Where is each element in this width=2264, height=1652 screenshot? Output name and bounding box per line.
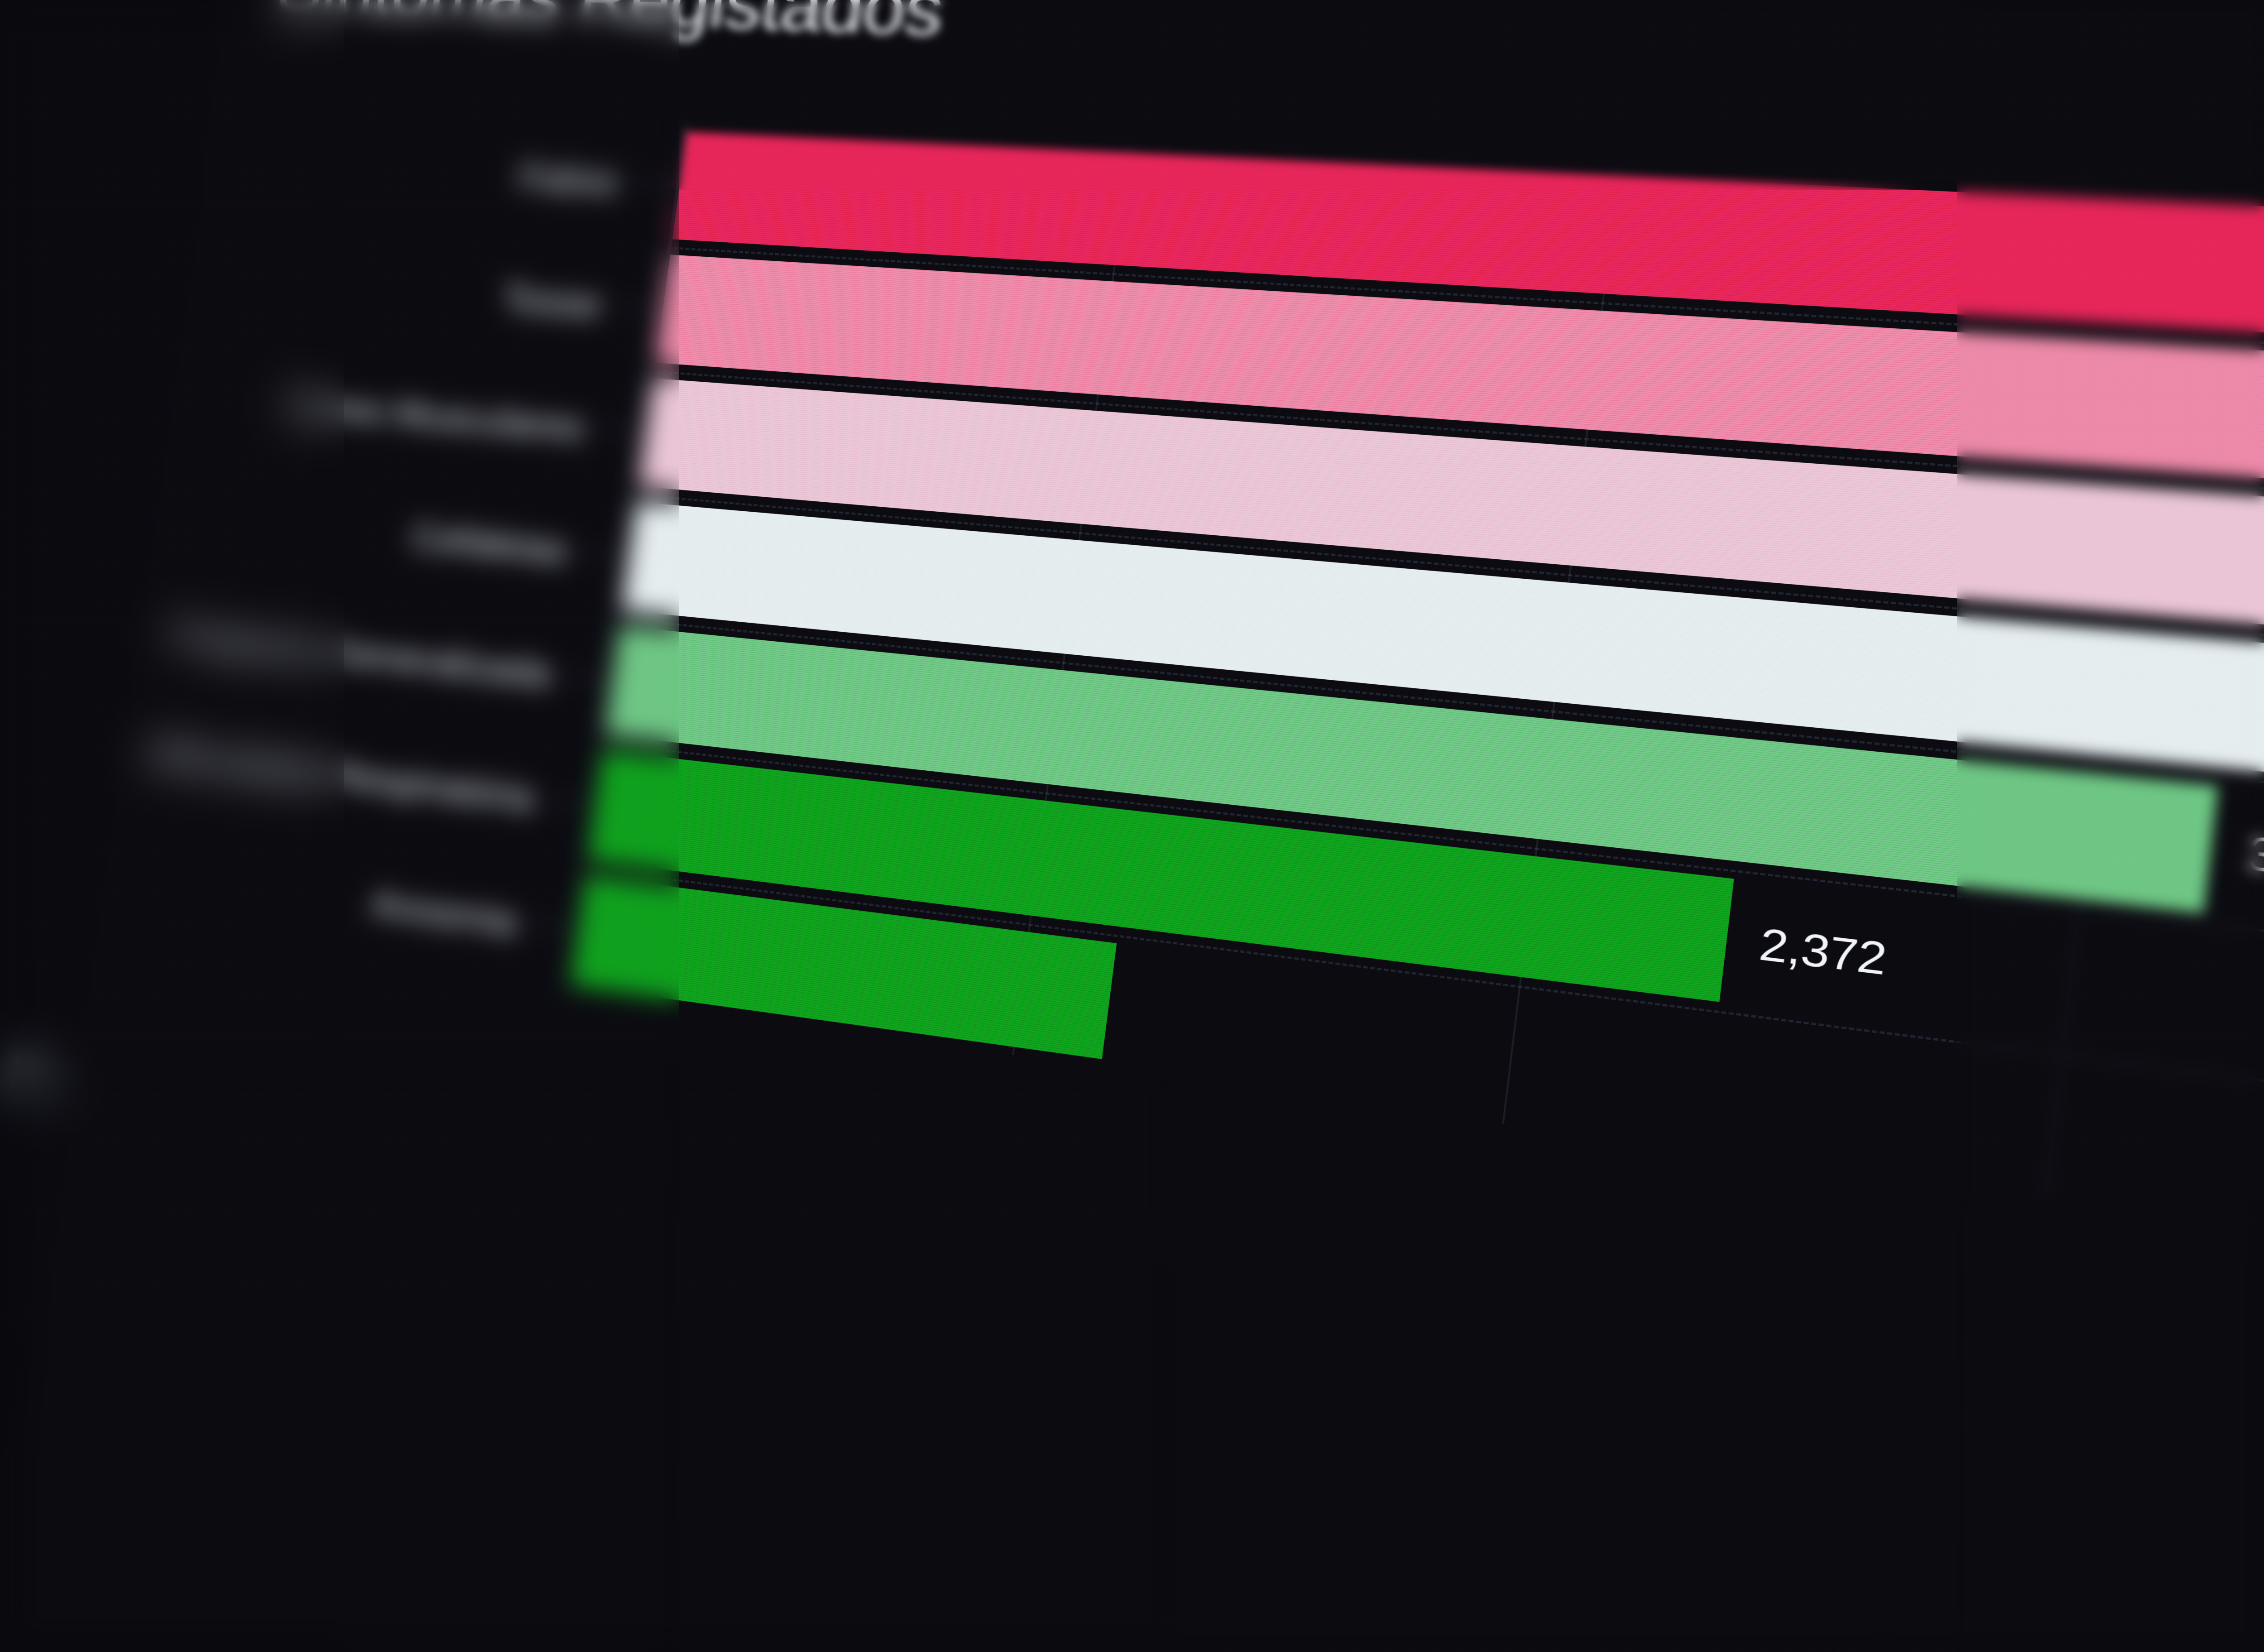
category-label: Anosmia [369, 881, 520, 944]
axis-tick [532, 923, 571, 931]
monitor: nados Gaia bon [0, 0, 2264, 1652]
sidebar-item-4[interactable] [0, 280, 127, 370]
bar-value-label: 3,210 [2244, 826, 2264, 896]
bar-chart: Febre4,280Tosse4,094Dores Musculares4,32… [567, 124, 2264, 1339]
axis-tick [600, 427, 639, 432]
chart-card: Sintomas Registados Febre4,280Tosse4,094… [0, 0, 2264, 1652]
photograph-of-monitor: nados Gaia bon [0, 0, 2264, 1652]
category-label: Cefaleias [409, 514, 571, 572]
sidebar-item-gaia[interactable]: Gaia [0, 55, 160, 137]
axis-tick [583, 551, 622, 557]
category-label: Fraqueza Generalizada [168, 612, 553, 696]
axis-tick [549, 798, 589, 806]
bar-value-label: 2,372 [1757, 918, 1889, 986]
axis-tick [616, 304, 656, 309]
category-label: Dificuldade Respiratória [145, 730, 537, 820]
category-label: Febre [517, 156, 620, 204]
sidebar-item-5[interactable] [0, 355, 116, 448]
sidebar-item-3[interactable]: bon [0, 205, 138, 292]
axis-tick [566, 674, 605, 681]
screen: nados Gaia bon [0, 0, 2264, 1652]
category-label: Tosse [500, 276, 604, 326]
category-label: Dores Musculares [286, 383, 587, 449]
sidebar-item-2[interactable] [0, 130, 149, 215]
axis-tick [633, 182, 672, 187]
monitor-bezel: nados Gaia bon [0, 0, 2264, 1652]
bar-rows: Febre4,280Tosse4,094Dores Musculares4,32… [685, 124, 2264, 238]
page-title: Sintomas Registados [273, 0, 948, 53]
